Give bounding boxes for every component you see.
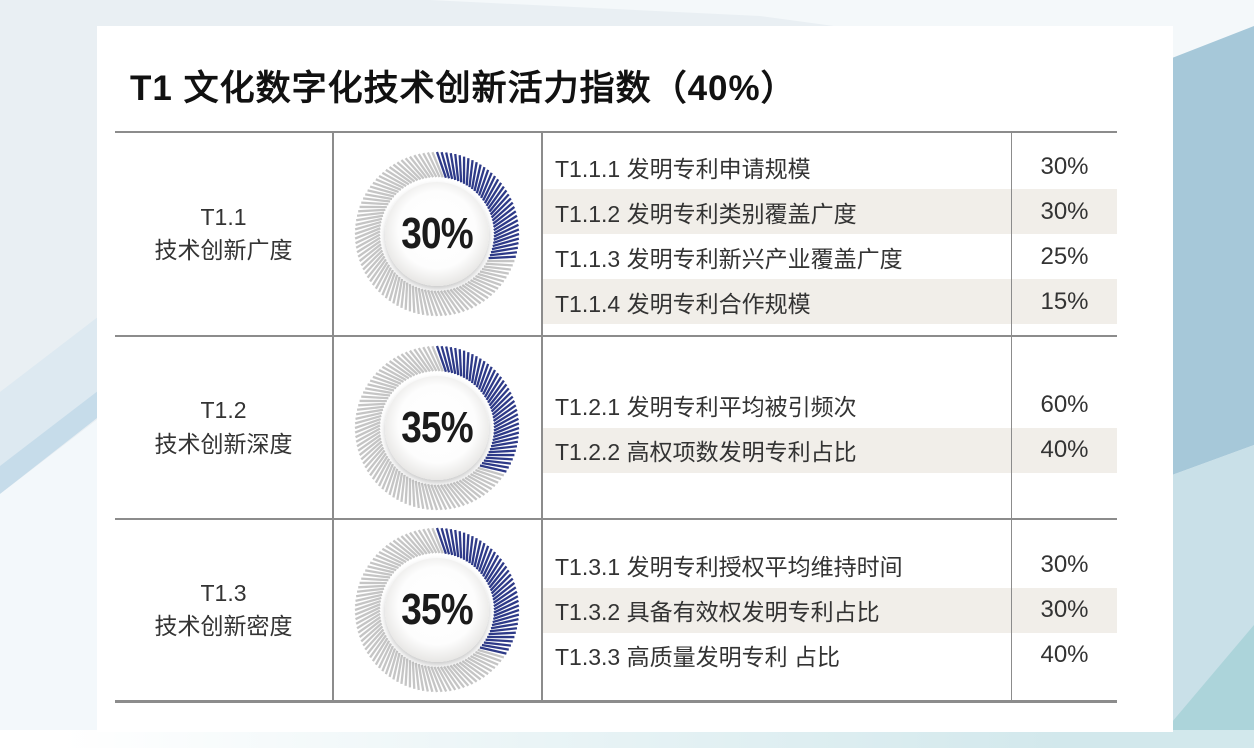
indicator-weight: 60% — [1040, 391, 1089, 418]
indicator-weight: 30% — [1040, 197, 1089, 225]
table-divider — [541, 520, 543, 700]
indicator-weight: 40% — [1040, 436, 1089, 463]
indicator-weight: 30% — [1040, 152, 1089, 180]
content-card: T1 文化数字化技术创新活力指数（40%） T1.1 技术创新广度 30% T1… — [97, 26, 1173, 732]
criterion-block-t1-2: T1.2 技术创新深度 35% T1.2.1 发明专利平均被引频次 60% T1.2… — [115, 335, 1117, 518]
indicator-name: T1.3.3 高质量发明专利 占比 — [555, 644, 840, 670]
bg-left-light-band — [0, 300, 120, 466]
donut-gauge-svg — [354, 345, 519, 510]
criterion-code: T1.1 — [200, 203, 247, 230]
indicator-row: T1.1.1 发明专利申请规模 30% — [541, 144, 1117, 189]
table-divider — [332, 520, 334, 700]
indicator-name: T1.3.2 具备有效权发明专利占比 — [555, 599, 880, 625]
donut-cell: 35% — [332, 520, 541, 700]
indicator-name: T1.1.1 发明专利申请规模 — [555, 155, 811, 182]
donut-percent-label: 30% — [400, 209, 473, 258]
donut-cell: 35% — [332, 337, 541, 518]
bg-left-blue-band — [0, 374, 120, 494]
table-divider — [1010, 520, 1012, 700]
criterion-name: 技术创新深度 — [154, 430, 293, 457]
criterion-name: 技术创新密度 — [154, 613, 293, 639]
criterion-block-t1-3: T1.3 技术创新密度 35% T1.3.1 发明专利授权平均维持时间 30% T1… — [115, 518, 1117, 700]
donut-chart: 35% — [353, 526, 521, 694]
indicator-row: T1.3.2 具备有效权发明专利占比 30% — [541, 587, 1117, 633]
indicator-row: T1.1.3 发明专利新兴产业覆盖广度 25% — [541, 234, 1117, 279]
indicator-row: T1.3.1 发明专利授权平均维持时间 30% — [541, 543, 1117, 588]
criterion-code: T1.3 — [200, 579, 247, 606]
donut-chart: 35% — [353, 344, 521, 512]
indicator-row: T1.2.1 发明专利平均被引频次 60% — [541, 383, 1117, 428]
indicator-weight: 30% — [1040, 551, 1089, 578]
table-divider — [1010, 337, 1012, 518]
indicator-row: T1.1.4 发明专利合作规模 15% — [541, 279, 1117, 324]
indicator-name: T1.1.4 发明专利合作规模 — [555, 290, 811, 317]
indicator-weight: 40% — [1040, 641, 1089, 668]
indicator-name: T1.3.1 发明专利授权平均维持时间 — [555, 554, 903, 580]
criterion-label: T1.2 技术创新深度 — [115, 337, 332, 518]
donut-gauge-svg — [354, 527, 519, 693]
criterion-label: T1.3 技术创新密度 — [115, 520, 332, 700]
indicator-list: T1.2.1 发明专利平均被引频次 60% T1.2.2 高权项数发明专利占比 40% — [541, 337, 1117, 518]
indicator-weight: 30% — [1040, 596, 1089, 623]
criterion-label: T1.1 技术创新广度 — [115, 133, 332, 335]
table-divider — [541, 133, 543, 335]
indicator-list: T1.3.1 发明专利授权平均维持时间 30% T1.3.2 具备有效权发明专利占比… — [541, 520, 1117, 700]
criterion-code: T1.2 — [200, 397, 247, 424]
indicator-row: T1.1.2 发明专利类别覆盖广度 30% — [541, 189, 1117, 234]
bg-left-lower-light — [0, 402, 120, 748]
indicator-name: T1.2.2 高权项数发明专利占比 — [555, 439, 857, 465]
indicator-name: T1.1.3 发明专利新兴产业覆盖广度 — [555, 245, 903, 272]
weights-table: T1.1 技术创新广度 30% T1.1.1 发明专利申请规模 30% T1.1.2… — [115, 131, 1117, 703]
indicator-row: T1.3.3 高质量发明专利 占比 40% — [541, 633, 1117, 678]
table-divider — [541, 337, 543, 518]
indicator-name: T1.1.2 发明专利类别覆盖广度 — [555, 200, 857, 227]
bg-teal-wedge — [1150, 625, 1254, 748]
donut-cell: 30% — [332, 133, 541, 335]
donut-gauge-svg — [354, 151, 519, 317]
indicator-weight: 15% — [1040, 287, 1089, 315]
criterion-block-t1-1: T1.1 技术创新广度 30% T1.1.1 发明专利申请规模 30% T1.1.2… — [115, 133, 1117, 335]
donut-percent-label: 35% — [400, 402, 473, 452]
table-divider — [332, 133, 334, 335]
table-divider — [332, 337, 334, 518]
donut-chart: 30% — [353, 150, 521, 318]
indicator-list: T1.1.1 发明专利申请规模 30% T1.1.2 发明专利类别覆盖广度 30% T1… — [541, 133, 1117, 335]
indicator-weight: 25% — [1040, 242, 1089, 270]
criterion-name: 技术创新广度 — [154, 237, 293, 263]
donut-percent-label: 35% — [400, 585, 473, 634]
table-divider — [1010, 133, 1012, 335]
bg-bottom-strip — [0, 730, 1254, 748]
indicator-name: T1.2.1 发明专利平均被引频次 — [555, 394, 857, 420]
bg-right-blue-band — [1172, 26, 1254, 475]
indicator-row: T1.2.2 高权项数发明专利占比 40% — [541, 427, 1117, 473]
page-title: T1 文化数字化技术创新活力指数（40%） — [130, 69, 797, 108]
